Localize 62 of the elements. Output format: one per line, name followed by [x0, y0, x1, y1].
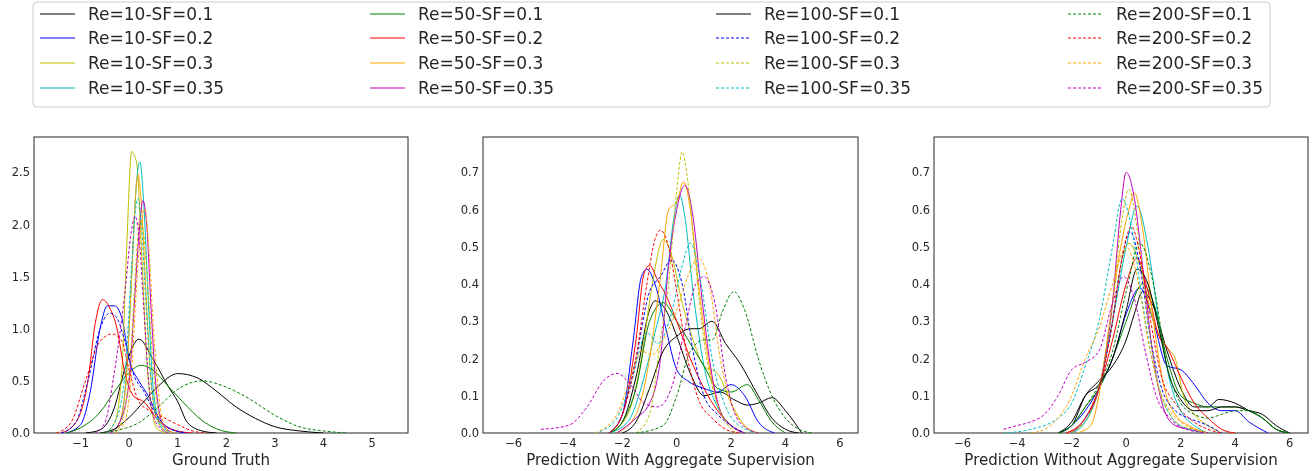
x-tick-label: −4	[559, 436, 577, 450]
x-tick-label: −6	[505, 436, 523, 450]
x-tick-label: 3	[271, 436, 279, 450]
x-axis-title: Ground Truth	[172, 451, 270, 469]
x-tick-label: 6	[836, 436, 844, 450]
y-tick-label: 0.2	[911, 351, 930, 366]
legend-label: Re=200-SF=0.1	[1116, 3, 1253, 24]
legend-label: Re=200-SF=0.2	[1116, 27, 1253, 48]
legend-label: Re=10-SF=0.1	[88, 3, 214, 24]
x-tick-label: 0	[673, 436, 681, 450]
y-tick-label: 2.0	[11, 217, 30, 232]
y-tick-label: 0.1	[460, 388, 479, 403]
y-tick-label: 0.7	[460, 165, 479, 180]
y-tick-label: 0.6	[911, 202, 930, 217]
y-tick-label: 0.5	[11, 373, 30, 388]
legend-label: Re=50-SF=0.3	[418, 52, 544, 73]
x-tick-label: 2	[222, 436, 231, 450]
x-tick-label: −2	[613, 436, 631, 450]
x-tick-label: 6	[1286, 436, 1294, 450]
legend-label: Re=100-SF=0.2	[764, 27, 901, 48]
x-tick-label: −1	[72, 436, 90, 450]
legend-label: Re=200-SF=0.35	[1116, 77, 1263, 98]
y-tick-label: 0.5	[911, 239, 930, 254]
x-tick-label: 4	[1231, 436, 1239, 450]
legend-label: Re=200-SF=0.3	[1116, 52, 1253, 73]
x-axis-title: Prediction With Aggregate Supervision	[526, 451, 815, 469]
y-tick-label: 0.6	[460, 202, 479, 217]
legend-label: Re=100-SF=0.3	[764, 52, 901, 73]
y-tick-label: 0.0	[460, 426, 479, 441]
legend-label: Re=50-SF=0.35	[418, 77, 555, 98]
y-tick-label: 0.4	[460, 277, 479, 292]
x-tick-label: 0	[1122, 436, 1130, 450]
x-tick-label: −4	[1008, 436, 1026, 450]
y-tick-label: 1.0	[11, 321, 30, 336]
legend-label: Re=50-SF=0.2	[418, 27, 544, 48]
x-tick-label: 2	[727, 436, 735, 450]
y-tick-label: 0.7	[911, 165, 930, 180]
x-tick-label: 1	[174, 436, 182, 450]
x-tick-label: 4	[319, 436, 328, 450]
y-tick-label: 0.0	[11, 426, 30, 441]
legend-label: Re=10-SF=0.35	[88, 77, 225, 98]
legend-label: Re=50-SF=0.1	[418, 3, 544, 24]
legend-label: Re=100-SF=0.35	[764, 77, 911, 98]
x-tick-label: 0	[125, 436, 133, 450]
x-axis-title: Prediction Without Aggregate Supervision	[964, 451, 1278, 469]
legend-label: Re=100-SF=0.1	[764, 3, 901, 24]
legend-label: Re=10-SF=0.3	[88, 52, 214, 73]
y-tick-label: 0.5	[460, 239, 479, 254]
y-tick-label: 0.2	[460, 351, 479, 366]
y-tick-label: 0.4	[911, 277, 930, 292]
y-tick-label: 1.5	[11, 269, 30, 284]
x-tick-label: −6	[954, 436, 972, 450]
x-tick-label: 2	[1177, 436, 1185, 450]
y-tick-label: 2.5	[11, 165, 30, 180]
y-tick-label: 0.3	[911, 314, 930, 329]
y-tick-label: 0.3	[460, 314, 479, 329]
legend-label: Re=10-SF=0.2	[88, 27, 214, 48]
y-tick-label: 0.1	[911, 388, 930, 403]
x-tick-label: 4	[781, 436, 790, 450]
x-tick-label: −2	[1063, 436, 1081, 450]
y-tick-label: 0.0	[911, 426, 930, 441]
x-tick-label: 5	[368, 436, 376, 450]
